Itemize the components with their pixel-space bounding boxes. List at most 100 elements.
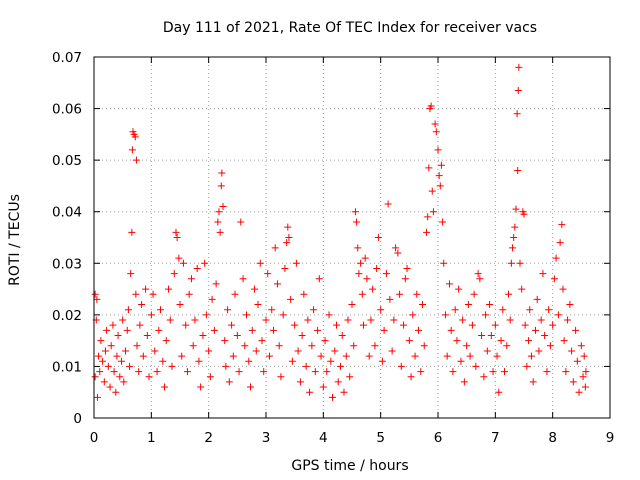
data-point [271,244,279,252]
data-point [373,264,381,272]
data-point [143,331,151,339]
data-point [176,301,184,309]
data-point [425,164,433,172]
x-axis-label: GPS time / hours [291,458,408,474]
data-point [424,213,432,221]
data-point [212,280,220,288]
data-point [91,373,99,381]
data-point [114,331,122,339]
data-point [132,290,140,298]
data-point [514,166,522,174]
data-point [300,290,308,298]
data-point [118,357,126,365]
data-point [350,342,358,350]
plot-frame [93,56,611,419]
data-point [371,342,379,350]
data-point [193,264,201,272]
data-point [579,373,587,381]
data-point [503,342,511,350]
data-point [233,331,241,339]
data-point [428,187,436,195]
data-point [208,295,216,303]
data-point [239,275,247,283]
data-point [95,352,103,360]
data-point [113,352,121,360]
data-point [251,285,259,293]
y-tick-label: 0.03 [52,256,82,272]
data-point [400,321,408,329]
data-point [472,362,480,370]
data-point [273,280,281,288]
data-point [497,337,505,345]
data-point [243,311,251,319]
data-point [457,357,465,365]
data-point [423,228,431,236]
data-point [201,259,209,267]
data-point [281,264,289,272]
data-point [241,342,249,350]
data-point [218,169,226,177]
data-point [206,373,214,381]
data-point [182,321,190,329]
data-point [348,301,356,309]
data-point [173,234,181,241]
y-axis-ticks: 0 0.01 0.02 0.03 0.04 0.05 0.06 0.07 [52,50,610,427]
data-point [337,362,345,370]
data-point [525,337,533,345]
data-point [319,383,327,391]
data-point [128,146,136,154]
data-point [100,378,108,386]
data-point [543,368,551,376]
data-point [573,357,581,365]
data-point [107,342,115,350]
data-point [254,301,262,309]
chart-title: Day 111 of 2021, Rate Of TEC Index for r… [163,20,537,36]
data-point [361,254,369,262]
data-point [93,393,101,401]
data-point [168,362,176,370]
data-point [103,326,111,334]
data-point [195,357,203,365]
data-point [265,352,273,360]
data-point [509,244,517,252]
data-point [155,326,163,334]
data-point [133,342,141,350]
data-point [440,259,448,267]
data-point [575,388,583,396]
data-point [123,326,131,334]
data-point [285,234,293,241]
data-point [493,352,501,360]
data-point [268,306,276,314]
data-point [219,203,227,211]
data-point [432,128,440,136]
data-point [409,311,417,319]
data-point [429,208,437,216]
data-point [110,368,118,376]
data-point [437,161,445,169]
data-point [284,223,292,231]
data-point [459,316,467,324]
data-point [499,306,507,314]
data-point [564,316,572,324]
data-point [577,342,585,350]
data-point [582,368,590,376]
data-point [162,337,170,345]
data-point [179,259,187,267]
data-point [419,301,427,309]
data-point [365,352,373,360]
data-point [302,362,310,370]
data-point [157,306,165,314]
data-point [311,368,319,376]
data-point [569,378,577,386]
data-point [363,275,371,283]
data-point [380,326,388,334]
data-point [378,357,386,365]
data-point [142,285,150,293]
data-point [294,347,302,355]
data-point [566,301,574,309]
data-point [401,275,409,283]
data-point [533,295,541,303]
data-point [516,259,524,267]
data-point [161,383,169,391]
